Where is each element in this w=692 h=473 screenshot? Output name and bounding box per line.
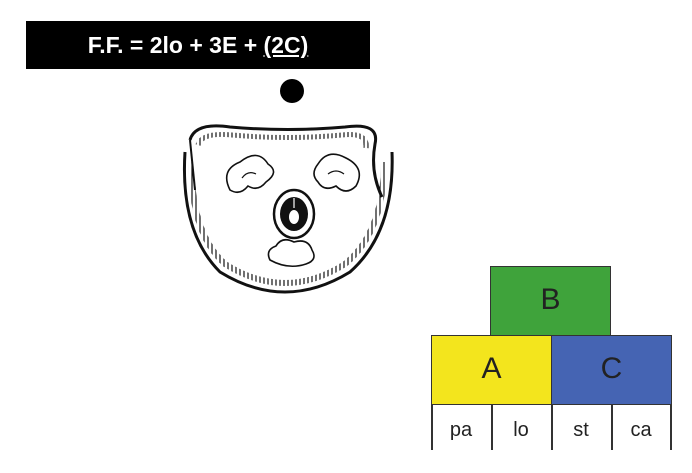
whorl-divider bbox=[431, 404, 433, 450]
whorl-label-st: st bbox=[573, 419, 589, 441]
lemma bbox=[182, 151, 394, 294]
whorl-label-lo: lo bbox=[513, 419, 529, 441]
whorl-label-ca: ca bbox=[630, 419, 652, 441]
inflorescence-axis-dot bbox=[280, 79, 304, 103]
lodicule-left bbox=[225, 154, 275, 194]
whorl-divider bbox=[551, 404, 553, 450]
floral-diagram bbox=[182, 124, 394, 294]
floral-formula: F.F. = 2lo + 3E + (2C) bbox=[26, 21, 370, 69]
whorl-divider bbox=[491, 404, 493, 450]
formula-carpel-term: (2C) bbox=[263, 32, 309, 58]
lodicule-lower bbox=[267, 238, 315, 268]
whorl-label-pa: pa bbox=[449, 419, 473, 441]
formula-text: F.F. = 2lo + 3E + bbox=[87, 32, 264, 58]
whorl-divider bbox=[611, 404, 613, 450]
whorl-labels: pa lo st ca bbox=[431, 404, 672, 450]
a-function-box: A bbox=[431, 335, 552, 405]
lodicule-right bbox=[313, 153, 361, 192]
c-function-box: C bbox=[551, 335, 672, 405]
b-function-box: B bbox=[490, 266, 611, 336]
whorl-divider bbox=[670, 404, 672, 450]
palea bbox=[188, 124, 384, 198]
